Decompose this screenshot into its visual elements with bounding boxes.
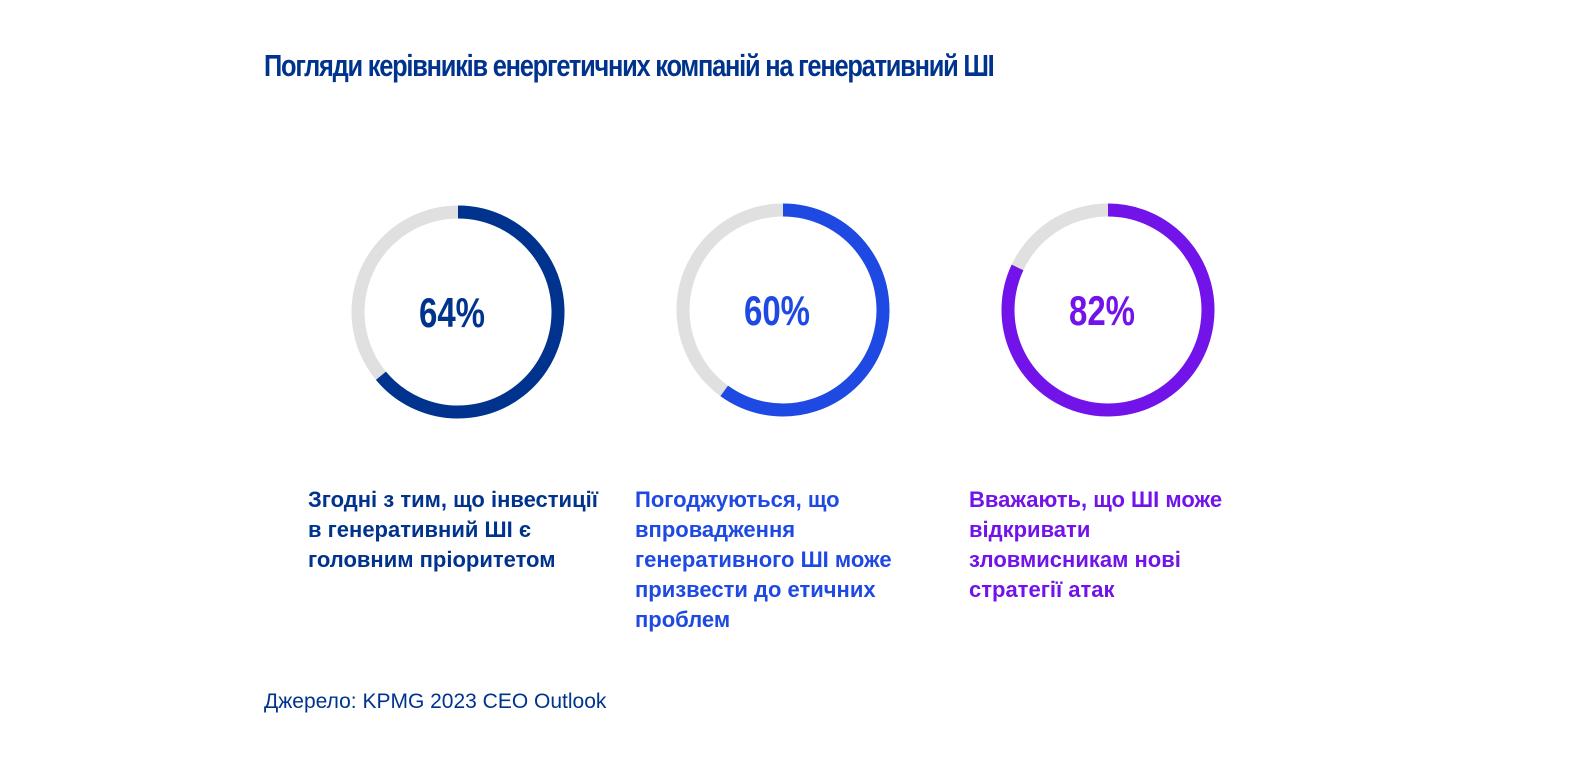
donut-arc-1 <box>375 205 565 419</box>
donut-caption-3: Вважають, що ШІ може відкривати зловмисн… <box>969 487 1223 602</box>
donut-arc-2 <box>720 203 890 417</box>
donut-caption-1: Згодні з тим, що інвестиції в генеративн… <box>308 487 598 572</box>
donut-arc-3 <box>1001 203 1215 417</box>
donut-value-label-2: 60% <box>744 287 810 334</box>
donut-value-label-1: 64% <box>419 289 485 336</box>
chart-title: Погляди керівників енергетичних компаній… <box>264 48 995 83</box>
source-note: Джерело: KPMG 2023 CEO Outlook <box>264 690 607 713</box>
donut-value-label-3: 82% <box>1069 287 1135 334</box>
donut-caption-2: Погоджуються, що впровадження генеративн… <box>635 487 892 632</box>
